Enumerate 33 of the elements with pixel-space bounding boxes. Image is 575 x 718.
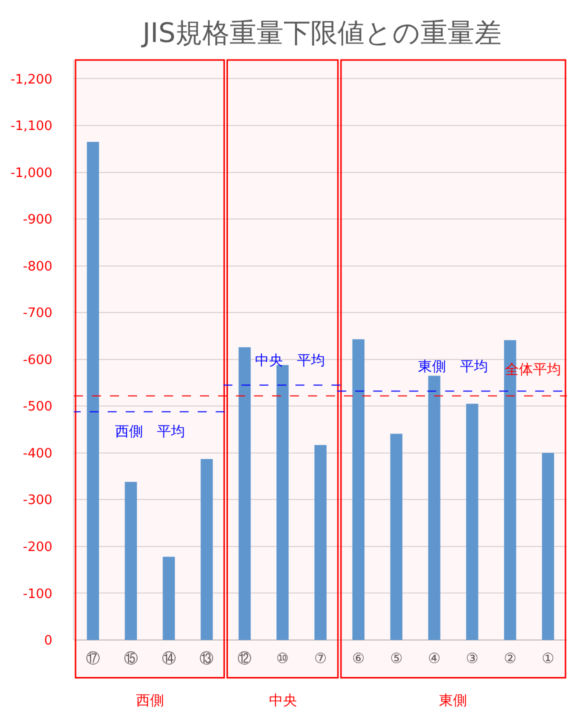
x-tick-label: ①	[542, 651, 554, 667]
x-tick-label: ⑥	[352, 651, 365, 667]
y-tick-label: -600	[22, 352, 52, 368]
y-tick-label: -1,200	[10, 72, 52, 88]
ref-line-label: 西側 平均	[115, 424, 185, 440]
x-tick-label: ⑩	[276, 651, 289, 667]
x-tick-label: ⑰	[86, 651, 100, 667]
y-tick-label: -400	[22, 446, 52, 462]
band-label: 西側	[136, 693, 164, 709]
band-label: 東側	[439, 693, 467, 709]
chart-title: JIS規格重量下限値との重量差	[140, 18, 502, 49]
y-tick-label: -800	[22, 259, 52, 274]
x-tick-label: ⑮	[124, 651, 138, 667]
x-tick-label: ③	[466, 651, 478, 667]
x-tick-label: ⑤	[390, 651, 403, 667]
y-tick-label: -200	[22, 540, 52, 555]
y-tick-label: -700	[22, 306, 52, 322]
x-tick-label: ④	[428, 651, 441, 667]
y-tick-label: 0	[44, 634, 52, 649]
y-tick-label: -900	[22, 212, 52, 228]
ref-line-label: 中央 平均	[255, 353, 325, 369]
y-tick-label: -500	[22, 400, 52, 415]
x-tick-label: ⑦	[314, 651, 327, 667]
x-tick-label: ⑫	[238, 651, 252, 667]
y-tick-label: -1,000	[10, 166, 52, 181]
x-tick-label: ⑭	[162, 651, 176, 667]
y-tick-label: -300	[22, 493, 52, 508]
y-tick-label: -1,100	[10, 119, 52, 134]
ref-line-label: 東側 平均	[418, 359, 488, 375]
x-tick-label: ⑬	[200, 651, 214, 667]
x-tick-label: ②	[504, 651, 516, 667]
y-tick-label: -100	[22, 586, 52, 602]
band-label: 中央	[269, 693, 297, 709]
